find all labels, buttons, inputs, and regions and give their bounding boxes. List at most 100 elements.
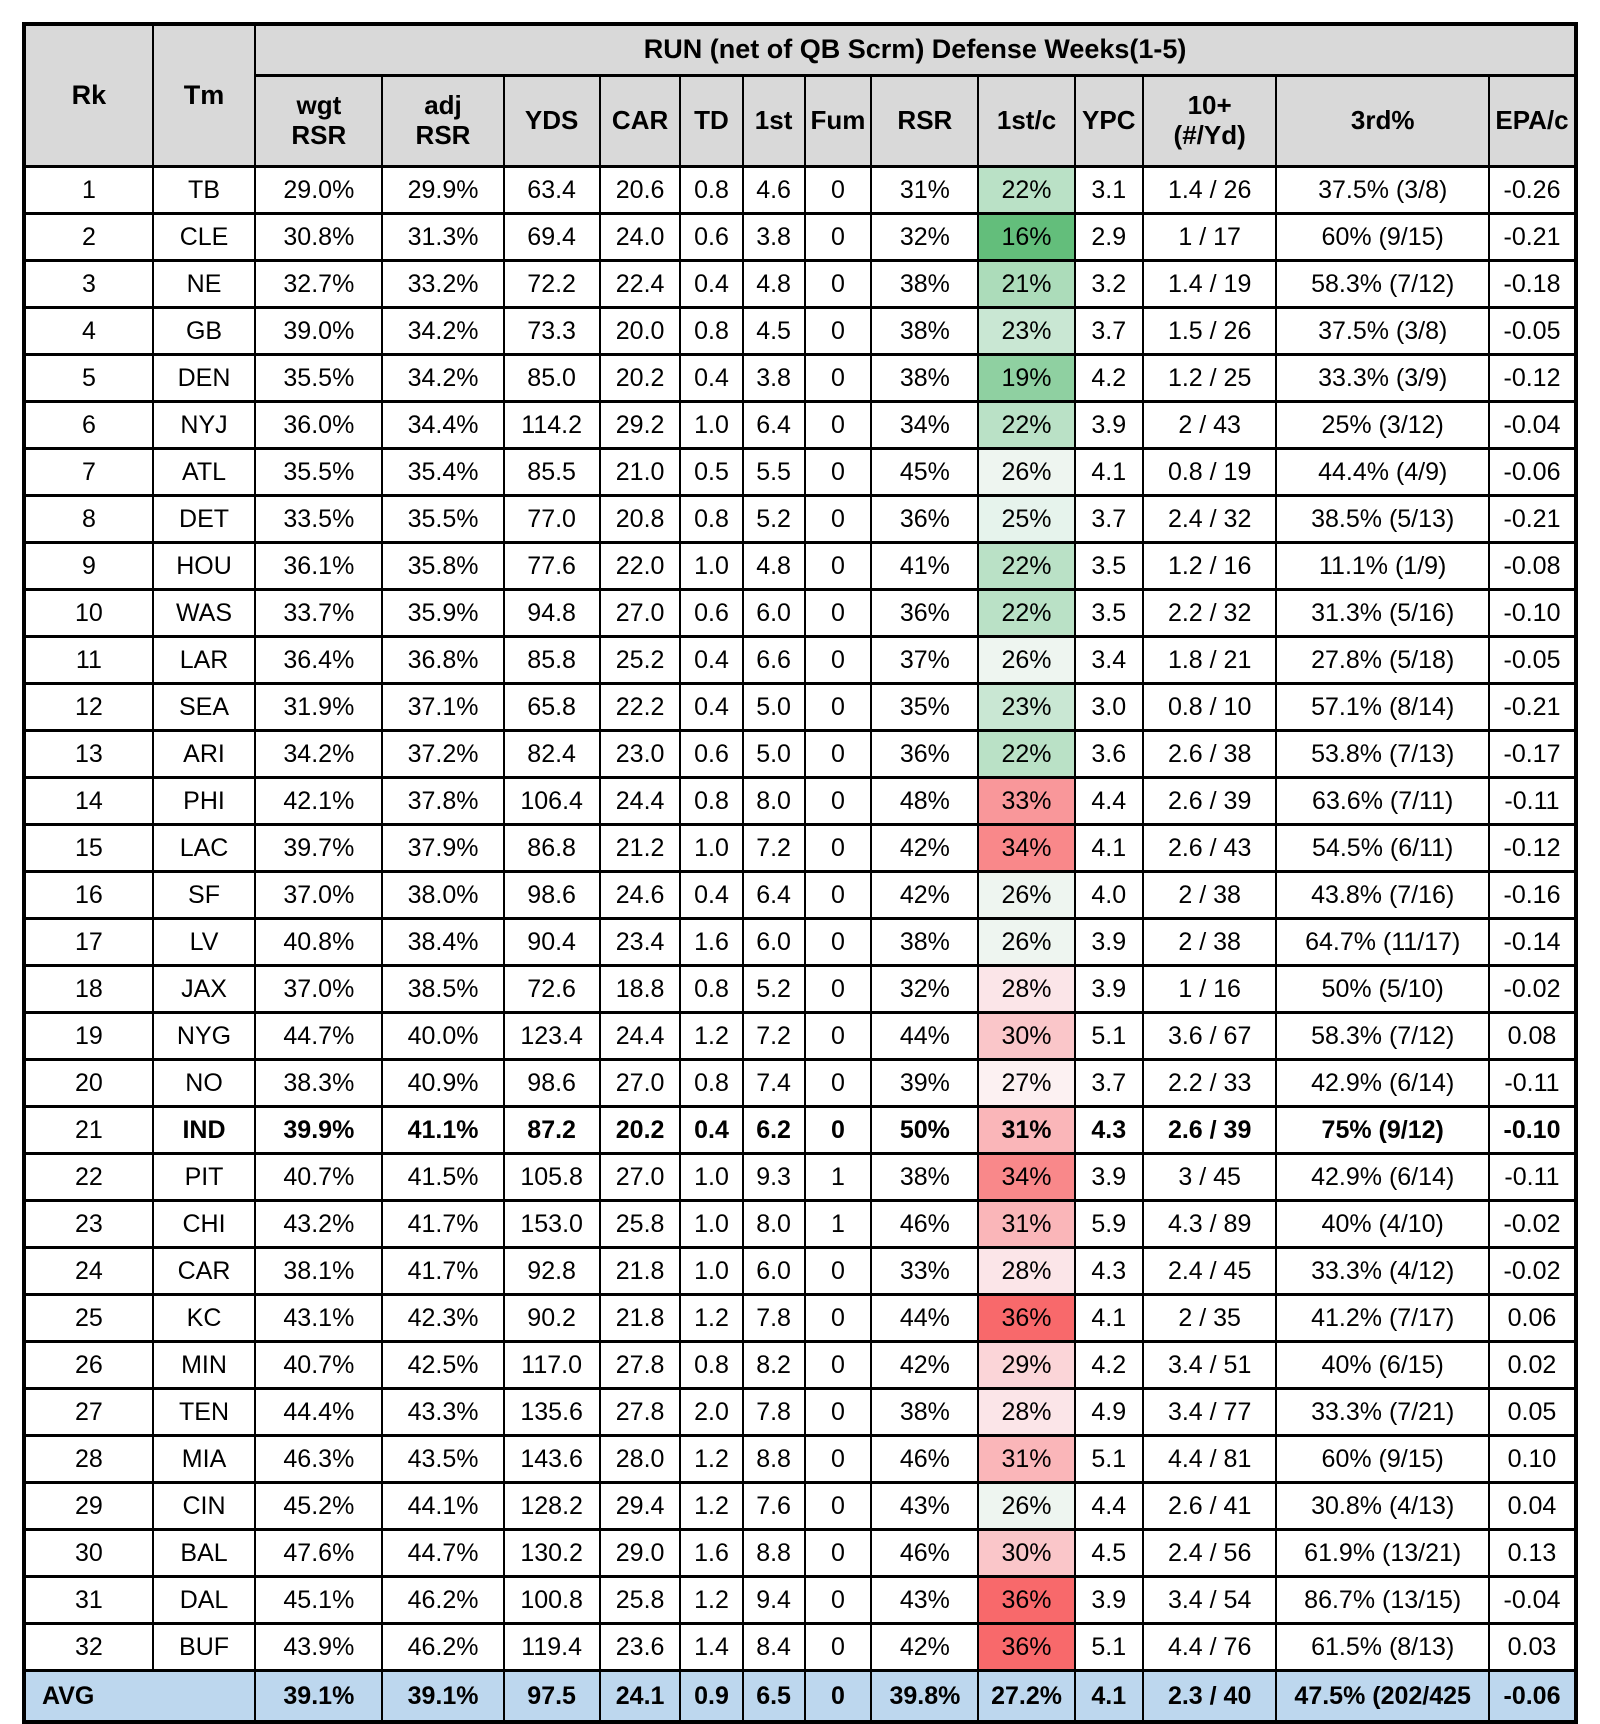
team-row: 25 KC 43.1% 42.3% 90.2 21.8 1.2 7.8 0 44% 36% 4.1 2 … — [23, 1293, 1577, 1343]
cell-ypc: 3.7 — [1073, 494, 1144, 544]
header-group-row: Rk Tm RUN (net of QB Scrm) Defense Weeks… — [23, 22, 1577, 168]
cell-third: 75% (9/12) — [1275, 1105, 1490, 1155]
cell-third: 40% (6/15) — [1275, 1340, 1490, 1390]
cell-wgt: 36.4% — [254, 635, 384, 685]
cell-tm: NE — [151, 259, 257, 309]
team-row: 11 LAR 36.4% 36.8% 85.8 25.2 0.4 6.6 0 37% 26% 3.4 1… — [23, 635, 1577, 685]
cell-first: 6.4 — [741, 870, 806, 920]
cell-ypc: 5.1 — [1073, 1622, 1144, 1672]
cell-tm: KC — [151, 1293, 257, 1343]
cell-ypc: 4.2 — [1073, 353, 1144, 403]
cell-tenplus: 2.4 / 32 — [1141, 494, 1278, 544]
cell-epa: -0.17 — [1488, 729, 1577, 779]
cell-tm: LV — [151, 917, 257, 967]
cell-ypc: 4.1 — [1073, 1293, 1144, 1343]
cell-rsr: 46% — [870, 1528, 980, 1578]
table-header: Rk Tm RUN (net of QB Scrm) Defense Weeks… — [23, 22, 1577, 168]
cell-rk: 21 — [23, 1105, 154, 1155]
cell-tenplus: 4.3 / 89 — [1141, 1199, 1278, 1249]
column-header-ypc: YPC — [1073, 74, 1144, 168]
cell-fum: 0 — [803, 259, 873, 309]
cell-ypc: 3.5 — [1073, 588, 1144, 638]
column-header-rsr: RSR — [870, 74, 980, 168]
cell-first: 6.4 — [741, 400, 806, 450]
cell-tenplus: 2.6 / 39 — [1141, 776, 1278, 826]
cell-tm: BUF — [151, 1622, 257, 1672]
cell-adj: 41.5% — [381, 1152, 505, 1202]
cell-epa: -0.21 — [1488, 212, 1577, 262]
cell-wgt: 39.7% — [254, 823, 384, 873]
team-row: 20 NO 38.3% 40.9% 98.6 27.0 0.8 7.4 0 39% 27% 3.7 2.… — [23, 1058, 1577, 1108]
cell-third: 33.3% (7/21) — [1275, 1387, 1490, 1437]
cell-car: 21.8 — [598, 1246, 682, 1296]
cell-rk: 32 — [23, 1622, 154, 1672]
team-row: 18 JAX 37.0% 38.5% 72.6 18.8 0.8 5.2 0 32% 28% 3.9 1… — [23, 964, 1577, 1014]
cell-fc: 34% — [977, 823, 1076, 873]
cell-tenplus: 3.6 / 67 — [1141, 1011, 1278, 1061]
cell-yds: 87.2 — [502, 1105, 601, 1155]
cell-first: 6.0 — [741, 917, 806, 967]
cell-fum: 0 — [803, 1575, 873, 1625]
cell-rk: 12 — [23, 682, 154, 732]
cell-wgt: 34.2% — [254, 729, 384, 779]
cell-third: 37.5% (3/8) — [1275, 165, 1490, 215]
cell-first: 4.5 — [741, 306, 806, 356]
team-row: 15 LAC 39.7% 37.9% 86.8 21.2 1.0 7.2 0 42% 34% 4.1 2… — [23, 823, 1577, 873]
cell-ypc: 3.1 — [1073, 165, 1144, 215]
column-header-yds: YDS — [502, 74, 601, 168]
cell-third: 33.3% (3/9) — [1275, 353, 1490, 403]
cell-wgt: 31.9% — [254, 682, 384, 732]
cell-rk: 15 — [23, 823, 154, 873]
cell-rk: 2 — [23, 212, 154, 262]
cell-wgt: 30.8% — [254, 212, 384, 262]
cell-yds: 143.6 — [502, 1434, 601, 1484]
column-header-label: Tm — [183, 79, 225, 110]
cell-fum: 1 — [803, 1152, 873, 1202]
cell-rsr: 42% — [870, 1622, 980, 1672]
cell-yds: 100.8 — [502, 1575, 601, 1625]
cell-rk: 25 — [23, 1293, 154, 1343]
cell-epa: 0.04 — [1488, 1481, 1577, 1531]
cell-fc: 28% — [977, 964, 1076, 1014]
cell-tenplus: 4.4 / 76 — [1141, 1622, 1278, 1672]
cell-adj: 31.3% — [381, 212, 505, 262]
cell-adj: 40.9% — [381, 1058, 505, 1108]
cell-wgt: 39.0% — [254, 306, 384, 356]
avg-cell-td: 0.9 — [679, 1669, 744, 1724]
cell-td: 1.4 — [679, 1622, 744, 1672]
team-row: 12 SEA 31.9% 37.1% 65.8 22.2 0.4 5.0 0 35% 23% 3.0 0… — [23, 682, 1577, 732]
cell-yds: 92.8 — [502, 1246, 601, 1296]
cell-wgt: 39.9% — [254, 1105, 384, 1155]
cell-ypc: 5.1 — [1073, 1011, 1144, 1061]
cell-first: 7.2 — [741, 1011, 806, 1061]
cell-fc: 22% — [977, 165, 1076, 215]
cell-tm: PIT — [151, 1152, 257, 1202]
cell-wgt: 40.7% — [254, 1152, 384, 1202]
cell-td: 1.2 — [679, 1481, 744, 1531]
cell-epa: 0.10 — [1488, 1434, 1577, 1484]
cell-tenplus: 2.6 / 43 — [1141, 823, 1278, 873]
cell-first: 3.8 — [741, 353, 806, 403]
cell-fum: 0 — [803, 541, 873, 591]
cell-ypc: 4.4 — [1073, 1481, 1144, 1531]
cell-tm: NO — [151, 1058, 257, 1108]
cell-yds: 85.8 — [502, 635, 601, 685]
cell-adj: 35.5% — [381, 494, 505, 544]
cell-fum: 0 — [803, 447, 873, 497]
cell-ypc: 5.9 — [1073, 1199, 1144, 1249]
cell-car: 24.0 — [598, 212, 682, 262]
cell-rsr: 38% — [870, 353, 980, 403]
cell-first: 6.6 — [741, 635, 806, 685]
cell-third: 57.1% (8/14) — [1275, 682, 1490, 732]
cell-third: 60% (9/15) — [1275, 1434, 1490, 1484]
cell-ypc: 3.9 — [1073, 917, 1144, 967]
cell-yds: 106.4 — [502, 776, 601, 826]
cell-wgt: 45.2% — [254, 1481, 384, 1531]
column-header-label: 1st/c — [996, 105, 1057, 136]
cell-rk: 3 — [23, 259, 154, 309]
team-row: 19 NYG 44.7% 40.0% 123.4 24.4 1.2 7.2 0 44% 30% 5.1… — [23, 1011, 1577, 1061]
avg-cell-ypc: 4.1 — [1073, 1669, 1144, 1724]
cell-epa: -0.12 — [1488, 823, 1577, 873]
cell-yds: 114.2 — [502, 400, 601, 450]
team-row: 7 ATL 35.5% 35.4% 85.5 21.0 0.5 5.5 0 45% 26% 4.1 0.… — [23, 447, 1577, 497]
